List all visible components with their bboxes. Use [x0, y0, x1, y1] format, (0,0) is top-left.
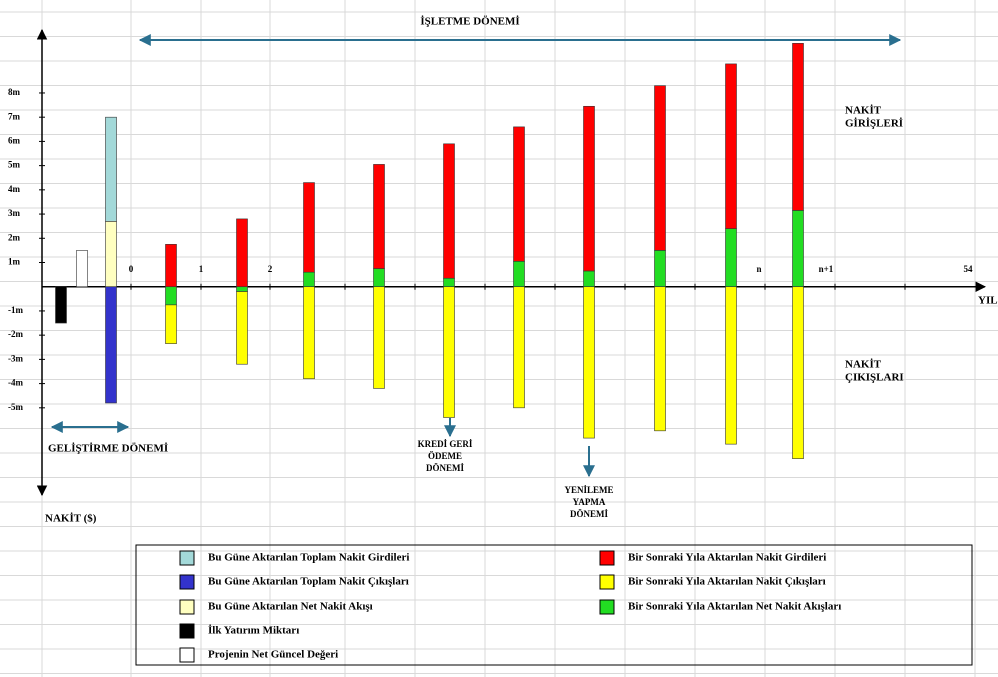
annotation: YAPMA	[573, 497, 606, 507]
annotation: NAKİT	[845, 359, 882, 371]
x-tick-label: n+1	[819, 264, 834, 274]
legend-label: Bir Sonraki Yıla Aktarılan Nakit Girdile…	[628, 552, 826, 564]
bar-segment	[654, 286, 666, 432]
legend-swatch	[179, 623, 195, 639]
bar-segment	[513, 286, 525, 409]
bar-segment	[105, 116, 117, 222]
legend-swatch	[179, 647, 195, 663]
bar-segment	[513, 260, 525, 288]
y-tick-label: -4m	[8, 378, 23, 388]
bar-segment	[236, 286, 248, 292]
y-tick-label: -2m	[8, 329, 23, 339]
x-axis-label: YIL	[978, 295, 998, 307]
legend-swatch	[179, 574, 195, 590]
annotation: DÖNEMİ	[570, 509, 608, 519]
x-tick-label: 54	[964, 264, 974, 274]
bar-segment	[443, 277, 455, 288]
x-tick-label: 1	[199, 264, 204, 274]
bar-segment	[303, 271, 315, 288]
legend-label: Bu Güne Aktarılan Toplam Nakit Girdileri	[208, 552, 409, 564]
y-tick-label: 3m	[8, 208, 21, 218]
bar-segment	[725, 286, 737, 445]
legend-label: Bu Güne Aktarılan Toplam Nakit Çıkışları	[208, 576, 409, 588]
legend-swatch	[599, 550, 615, 566]
plot: 8m 7m 6m 5m 4m 3m 2m 1m -1m -2m -3m -4m -5m 0 1 2 n n+1 54…	[8, 15, 998, 525]
annotation: ÇIKIŞLARI	[845, 372, 904, 384]
annotation: GİRİŞLERİ	[845, 118, 903, 130]
bar-segment	[654, 250, 666, 288]
bar-segment	[792, 43, 804, 211]
bar-segment	[165, 286, 177, 306]
bar-segment	[583, 105, 595, 272]
legend-label: Bir Sonraki Yıla Aktarılan Net Nakit Akı…	[628, 601, 841, 613]
bar-segment	[105, 221, 117, 288]
legend-box	[135, 544, 973, 666]
annotation: KREDİ GERİ	[418, 439, 473, 449]
y-tick-label: -5m	[8, 402, 23, 412]
legend-swatch	[179, 550, 195, 566]
bar-segment	[373, 286, 385, 389]
y-tick-label: -1m	[8, 305, 23, 315]
bar-segment	[725, 228, 737, 288]
x-tick-label: n	[756, 264, 761, 274]
x-tick-label: 0	[129, 264, 134, 274]
legend-label: Projenin Net Güncel Değeri	[208, 649, 338, 661]
y-axis-label: NAKİT ($)	[45, 513, 97, 525]
bar-segment	[583, 286, 595, 439]
y-tick-label: 8m	[8, 87, 21, 97]
y-tick-label: 2m	[8, 232, 21, 242]
legend-label: Bir Sonraki Yıla Aktarılan Nakit Çıkışla…	[628, 576, 826, 588]
bar-segment	[513, 126, 525, 262]
legend-label: İlk Yatırım Miktarı	[208, 625, 299, 637]
y-tick-label: 6m	[8, 135, 21, 145]
bar-segment	[236, 218, 248, 288]
bar-segment	[654, 85, 666, 251]
y-tick-label: 7m	[8, 111, 21, 121]
bar-segment	[303, 182, 315, 273]
bar-segment	[443, 143, 455, 279]
x-tick-label: 2	[268, 264, 273, 274]
bar-segment	[76, 250, 88, 288]
annotation: NAKİT	[845, 105, 882, 117]
bar-segment	[165, 304, 177, 344]
annotation: DÖNEMİ	[426, 463, 464, 473]
annotation: İŞLETME DÖNEMİ	[420, 15, 519, 28]
bar-segment	[583, 270, 595, 288]
legend-swatch	[599, 599, 615, 615]
bar-segment	[792, 286, 804, 459]
annotation: YENİLEME	[564, 485, 613, 495]
bar-segment	[792, 210, 804, 288]
annotation: ÖDEME	[428, 451, 462, 461]
bar-segment	[105, 286, 117, 404]
bar-segment	[725, 63, 737, 229]
annotation: GELİŞTİRME DÖNEMİ	[48, 442, 168, 455]
bar-segment	[165, 244, 177, 288]
bar-segment	[236, 291, 248, 365]
y-tick-label: 1m	[8, 257, 21, 267]
bar-segment	[303, 286, 315, 380]
y-tick-label: -3m	[8, 353, 23, 363]
bar-segment	[55, 286, 67, 324]
bar-segment	[443, 286, 455, 418]
y-tick-label: 5m	[8, 160, 21, 170]
legend-label: Bu Güne Aktarılan Net Nakit Akışı	[208, 601, 373, 613]
legend-swatch	[599, 574, 615, 590]
legend-swatch	[179, 599, 195, 615]
bar-segment	[373, 268, 385, 288]
y-tick-label: 4m	[8, 184, 21, 194]
bar-segment	[373, 164, 385, 269]
